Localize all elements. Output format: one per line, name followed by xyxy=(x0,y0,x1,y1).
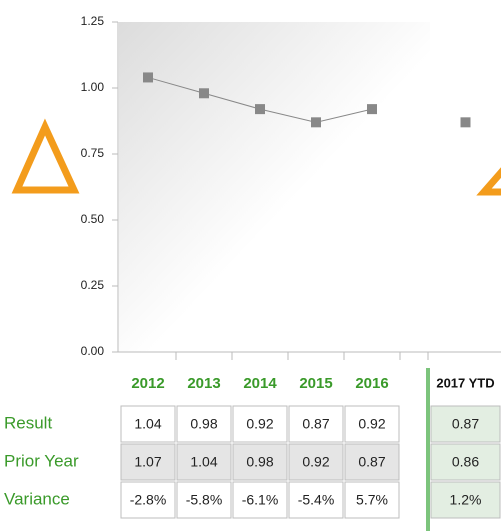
data-point xyxy=(367,104,377,115)
table-cell xyxy=(120,481,176,519)
cell-value: -2.8% xyxy=(130,492,167,508)
table-cell xyxy=(176,405,232,443)
table-cell xyxy=(430,405,501,443)
data-point xyxy=(255,104,265,115)
table-cell xyxy=(176,443,232,481)
cell-value: 0.92 xyxy=(246,416,273,432)
table-cell xyxy=(288,405,344,443)
cell-value: 1.04 xyxy=(190,454,217,470)
data-point xyxy=(199,88,209,99)
row-label: Variance xyxy=(4,489,70,508)
warning-triangle xyxy=(11,118,80,194)
column-header: 2014 xyxy=(243,375,277,392)
data-point xyxy=(460,117,471,128)
cell-value: 0.92 xyxy=(358,416,385,432)
column-header: 2013 xyxy=(187,375,220,392)
y-tick-label: 1.00 xyxy=(81,80,105,94)
cell-value: 0.87 xyxy=(302,416,329,432)
cell-value: 1.07 xyxy=(134,454,161,470)
y-tick-label: 1.25 xyxy=(81,14,105,28)
cell-value: 0.87 xyxy=(452,416,479,432)
data-point xyxy=(311,117,321,128)
column-header: 2017 YTD xyxy=(436,375,494,390)
table-cell xyxy=(344,443,400,481)
cell-value: 0.92 xyxy=(302,454,329,470)
cell-value: 0.87 xyxy=(358,454,385,470)
plot-background xyxy=(119,22,430,352)
warning-triangle xyxy=(476,167,501,196)
y-tick-label: 0.50 xyxy=(81,212,105,226)
y-tick-label: 0.25 xyxy=(81,278,105,292)
cell-value: 0.98 xyxy=(246,454,273,470)
table-cell xyxy=(120,443,176,481)
table-cell xyxy=(176,481,232,519)
cell-value: 5.7% xyxy=(356,492,388,508)
table-cell xyxy=(232,443,288,481)
column-header: 2016 xyxy=(355,375,388,392)
cell-value: 0.86 xyxy=(452,454,479,470)
cell-value: -5.4% xyxy=(298,492,335,508)
data-point xyxy=(143,72,153,83)
table-cell xyxy=(232,405,288,443)
y-tick-label: 0.75 xyxy=(81,146,105,160)
table-cell xyxy=(430,481,501,519)
row-label: Result xyxy=(4,413,52,432)
table-cell xyxy=(120,405,176,443)
table-cell xyxy=(344,405,400,443)
column-header: 2012 xyxy=(131,375,164,392)
table-cell xyxy=(344,481,400,519)
column-header: 2015 xyxy=(299,375,332,392)
cell-value: 1.04 xyxy=(134,416,161,432)
row-label: Prior Year xyxy=(4,451,79,470)
table-cell xyxy=(232,481,288,519)
table-cell xyxy=(288,481,344,519)
cell-value: -5.8% xyxy=(186,492,223,508)
ytd-divider xyxy=(426,368,430,531)
cell-value: 0.98 xyxy=(190,416,217,432)
cell-value: 1.2% xyxy=(450,492,482,508)
table-cell xyxy=(288,443,344,481)
y-tick-label: 0.00 xyxy=(81,344,105,358)
table-cell xyxy=(430,443,501,481)
cell-value: -6.1% xyxy=(242,492,279,508)
